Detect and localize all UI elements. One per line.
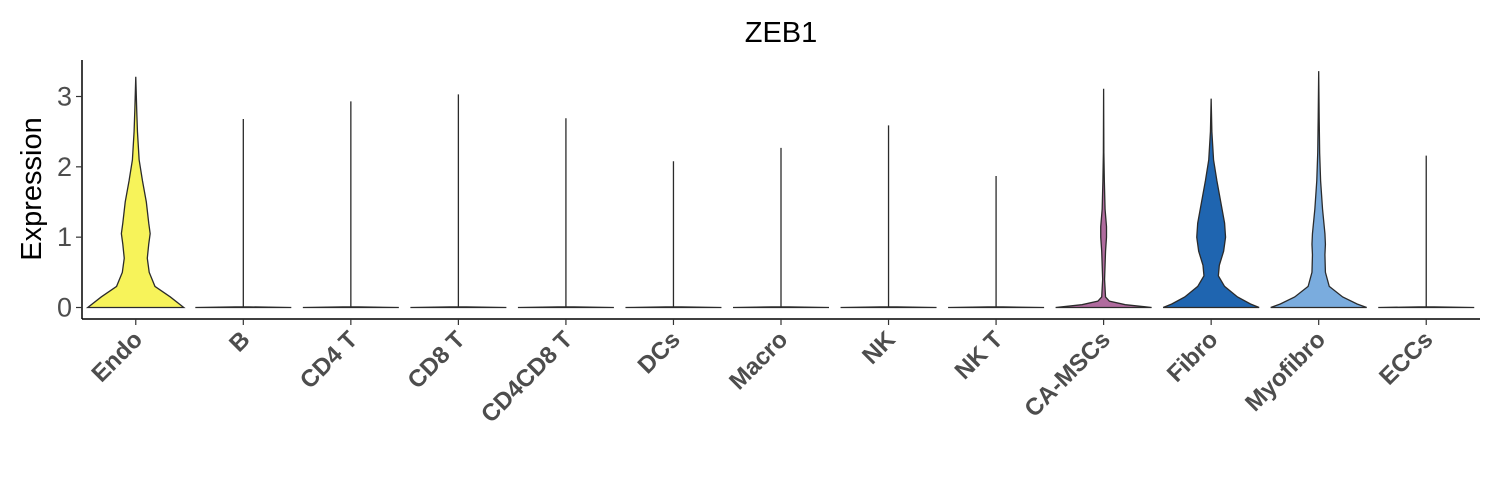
x-tick-label: DCs (633, 326, 686, 379)
x-tick-label: Myofibro (1240, 326, 1331, 417)
violin-fibro (1162, 98, 1260, 309)
chart-title: ZEB1 (745, 17, 818, 49)
violin-nk-t (948, 175, 1045, 309)
y-tick-label: 3 (57, 82, 72, 112)
x-axis: Endo B CD4 T CD8 T CD4CD8 T DCs Macro NK NK T CA-… (82, 318, 1480, 428)
violin-ca-mscs (1055, 88, 1152, 309)
x-tick-label: CD8 T (403, 326, 471, 394)
x-tick-label: Endo (86, 326, 148, 388)
x-tick-label: Fibro (1162, 326, 1224, 388)
violin-macro (732, 147, 830, 309)
x-tick-label: CA-MSCs (1019, 326, 1115, 422)
violins-group (85, 71, 1475, 309)
violin-eccs (1378, 155, 1475, 309)
violin-dcs (625, 161, 722, 309)
x-tick-label: CD4CD8 T (476, 326, 578, 428)
y-tick-label: 2 (57, 152, 72, 182)
violin-cd4-t (302, 101, 399, 309)
x-tick-label: ECCs (1374, 326, 1438, 390)
y-axis: 0 1 2 3 (57, 60, 83, 323)
x-tick-label: Macro (724, 326, 793, 395)
y-tick-label: 0 (57, 293, 72, 323)
y-axis-label: Expression (16, 117, 48, 260)
x-tick-label: CD4 T (295, 326, 363, 394)
violin-cd4cd8-t (517, 118, 614, 309)
x-tick-label: B (224, 326, 255, 357)
x-tick-label: NK T (950, 326, 1009, 385)
violin-cd8-t (410, 94, 507, 309)
violin-nk (840, 125, 937, 309)
y-tick-label: 1 (57, 222, 72, 252)
violin-myofibro (1270, 71, 1367, 309)
x-tick-label: NK (857, 326, 901, 370)
violin-b (195, 119, 292, 309)
violin-endo (85, 76, 186, 309)
